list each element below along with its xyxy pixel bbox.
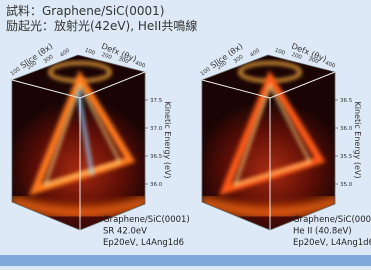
caption-line: Ep20eV, L4Ang1d6 (293, 238, 371, 248)
energy-axis-label: Kinetic Energy (eV) (163, 102, 172, 179)
energy-tick-label: 35.0 (340, 182, 353, 188)
energy-tick-label: 37.5 (150, 98, 163, 104)
caption-line: SR 42.0eV (103, 227, 147, 237)
header-line: 励起光：放射光(42eV), HeII共鳴線 (6, 18, 197, 33)
caption-line: Graphene/SiC(0001) (293, 215, 371, 225)
energy-tick-label: 36.0 (340, 126, 353, 132)
figure: 試料：Graphene/SiC(0001) 励起光：放射光(42eV), HeI… (0, 0, 371, 266)
footer-band (0, 255, 371, 266)
energy-tick-label: 36.5 (340, 98, 353, 104)
energy-tick-label: 36.5 (150, 154, 163, 160)
energy-axis-label: Kinetic Energy (eV) (353, 102, 362, 179)
caption-line: Ep20eV, L4Ang1d6 (103, 238, 184, 248)
caption-line: Graphene/SiC(0001) (103, 215, 190, 225)
caption-line: He II (40.8eV) (293, 227, 352, 237)
energy-tick-label: 37.0 (150, 126, 163, 132)
energy-tick-label: 36.0 (150, 182, 163, 188)
energy-tick-label: 35.5 (340, 154, 353, 160)
header-line: 試料：Graphene/SiC(0001) (6, 3, 164, 18)
